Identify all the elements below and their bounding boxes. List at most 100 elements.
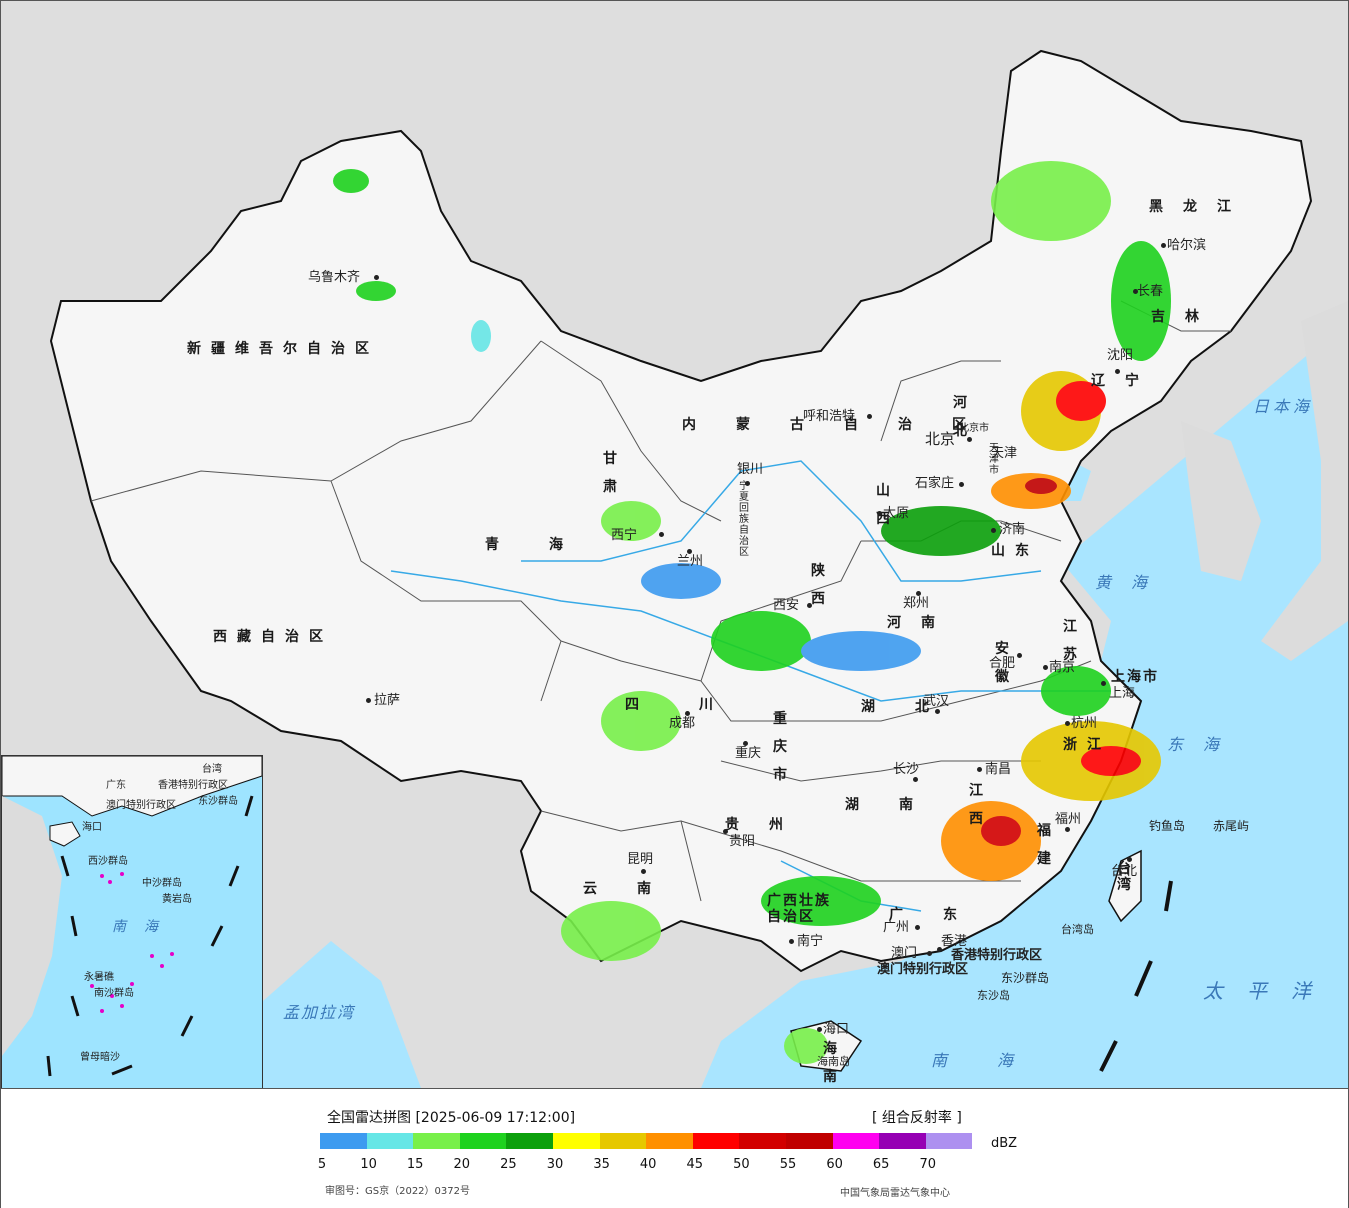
city-label-changchun: 长春 — [1137, 284, 1164, 299]
inset-islands — [90, 872, 174, 1013]
legend-unit: dBZ — [991, 1136, 1018, 1151]
city-label-nanchang: 南昌 — [985, 762, 1012, 777]
legend-swatch — [646, 1133, 693, 1149]
city-dot-taiyuan — [877, 511, 882, 516]
inset-label-dongsha: 东沙群岛 — [198, 796, 238, 807]
legend-swatch — [366, 1133, 414, 1149]
map-canvas — [49, 49, 1348, 1088]
city-dot-hongkong — [937, 947, 942, 952]
legend-swatch — [692, 1133, 740, 1149]
city-label-kunming: 昆明 — [627, 852, 654, 867]
province-label-hongkong: 香港特别行政区 — [951, 948, 1043, 963]
city-dot-hefei — [1017, 653, 1022, 658]
city-label-hefei: 合肥 — [989, 656, 1016, 671]
city-label-nanning: 南宁 — [797, 934, 824, 949]
legend-swatch — [785, 1133, 833, 1149]
legend-swatch — [739, 1133, 786, 1149]
sea-label-south: 南海 — [931, 1051, 1064, 1070]
city-dot-shijiazhuang — [959, 482, 964, 487]
province-label-tianjin: 天津市 — [989, 443, 999, 476]
city-label-guiyang: 贵阳 — [729, 834, 756, 849]
province-label-chongqing: 重庆市 — [773, 711, 787, 783]
province-label-shanxi: 山西 — [876, 483, 890, 527]
inset-label-hk: 香港特别行政区 — [158, 780, 228, 791]
province-label-hebei: 河北 — [953, 395, 967, 439]
legend-tick-label: 55 — [779, 1157, 797, 1172]
city-dot-yinchuan — [745, 481, 750, 486]
legend-swatch — [320, 1133, 367, 1149]
city-label-shanghai: 上海 — [1109, 686, 1136, 701]
city-label-changsha: 长沙 — [893, 762, 920, 777]
city-label-nanjing: 南京 — [1049, 660, 1076, 675]
inset-hainan — [49, 821, 81, 847]
inset-label-macau: 澳门特别行政区 — [106, 800, 176, 811]
city-label-guangzhou: 广州 — [883, 920, 910, 935]
province-label-beijing: 北京市 — [959, 423, 989, 434]
legend-product-type: [ 组合反射率 ] — [872, 1110, 962, 1126]
province-label-henan: 河南 — [887, 615, 955, 631]
city-dot-hangzhou — [1065, 721, 1070, 726]
city-dot-jinan — [991, 528, 996, 533]
taiwan-island — [1108, 849, 1142, 923]
sea-label-bengal: 孟加拉湾 — [283, 1003, 356, 1022]
inset-label-zhongsha: 中沙群岛 — [142, 878, 182, 889]
city-dot-zhengzhou — [916, 591, 921, 596]
city-dot-fuzhou — [1065, 827, 1070, 832]
city-dot-haikou — [817, 1027, 822, 1032]
province-label-macau: 澳门特别行政区 — [877, 962, 969, 977]
sea-east — [701, 321, 1348, 1088]
agency-credit: 中国气象局雷达气象中心 — [840, 1188, 950, 1199]
inset-label-guangdong: 广东 — [106, 780, 126, 791]
province-label-gansu: 甘肃 — [603, 451, 617, 495]
city-label-taiyuan: 太原 — [883, 506, 910, 521]
city-dot-shenyang — [1115, 369, 1120, 374]
south-china-sea-inset: 广东 台湾 香港特别行政区 澳门特别行政区 东沙群岛 海口 西沙群岛 中沙群岛 … — [1, 755, 263, 1088]
legend-tick-label: 15 — [406, 1157, 424, 1172]
sea-label-yellow: 黄海 — [1095, 573, 1168, 592]
legend-swatch — [925, 1133, 973, 1149]
inset-label-zengmu: 曾母暗沙 — [80, 1052, 120, 1063]
legend-tick-label: 60 — [826, 1157, 843, 1172]
inset-canvas — [2, 756, 262, 1077]
province-label-heilongjiang: 黑龙江 — [1149, 199, 1251, 215]
province-label-zhejiang: 浙江 — [1063, 737, 1111, 753]
city-label-lhasa: 拉萨 — [374, 693, 401, 708]
province-label-yunnan: 云南 — [583, 881, 691, 897]
province-label-xinjiang: 新疆维吾尔自治区 — [187, 341, 379, 357]
city-label-yinchuan: 银川 — [737, 462, 764, 477]
city-label-beijing: 北京 — [925, 430, 956, 448]
island-label-taiwan: 台湾岛 — [1061, 923, 1094, 936]
city-label-chongqing: 重庆 — [735, 746, 762, 761]
map-approval-number: 审图号：GS京（2022）0372号 — [325, 1186, 470, 1197]
city-label-shijiazhuang: 石家庄 — [915, 476, 955, 491]
province-label-liaoning: 辽宁 — [1091, 373, 1159, 389]
city-label-zhengzhou: 郑州 — [903, 596, 930, 611]
city-label-macau: 澳门 — [891, 946, 918, 961]
province-label-fujian: 福建 — [1037, 823, 1051, 867]
province-label-anhui: 安徽 — [995, 641, 1009, 685]
city-dot-nanjing — [1043, 665, 1048, 670]
province-label-xizang: 西藏自治区 — [213, 629, 333, 645]
city-label-tianjin: 天津 — [991, 446, 1018, 461]
city-label-xining: 西宁 — [611, 528, 638, 543]
city-dot-nanning — [789, 939, 794, 944]
boundary-dashes — [1099, 880, 1173, 1072]
inset-label-yongshu: 永暑礁 — [84, 972, 114, 983]
legend-tick-label: 30 — [546, 1157, 564, 1172]
city-dot-lanzhou — [687, 549, 692, 554]
legend-swatch — [459, 1133, 507, 1149]
inset-west-land — [2, 796, 62, 1056]
province-label-shanghai: 上海市 — [1111, 669, 1159, 685]
inset-label-nansha: 南沙群岛 — [94, 988, 134, 999]
province-label-jiangxi: 江西 — [969, 783, 983, 827]
island-label-chiwei: 赤尾屿 — [1213, 819, 1250, 833]
city-dot-kunming — [641, 869, 646, 874]
sea-label-east: 东海 — [1167, 735, 1240, 754]
inset-land — [2, 756, 262, 817]
province-label-jilin: 吉林 — [1151, 309, 1219, 325]
province-label-taiwan: 台湾 — [1117, 861, 1131, 893]
island-label-hainan: 海南岛 — [817, 1055, 850, 1068]
city-dot-changsha — [913, 777, 918, 782]
legend-tick-label: 70 — [919, 1157, 937, 1172]
